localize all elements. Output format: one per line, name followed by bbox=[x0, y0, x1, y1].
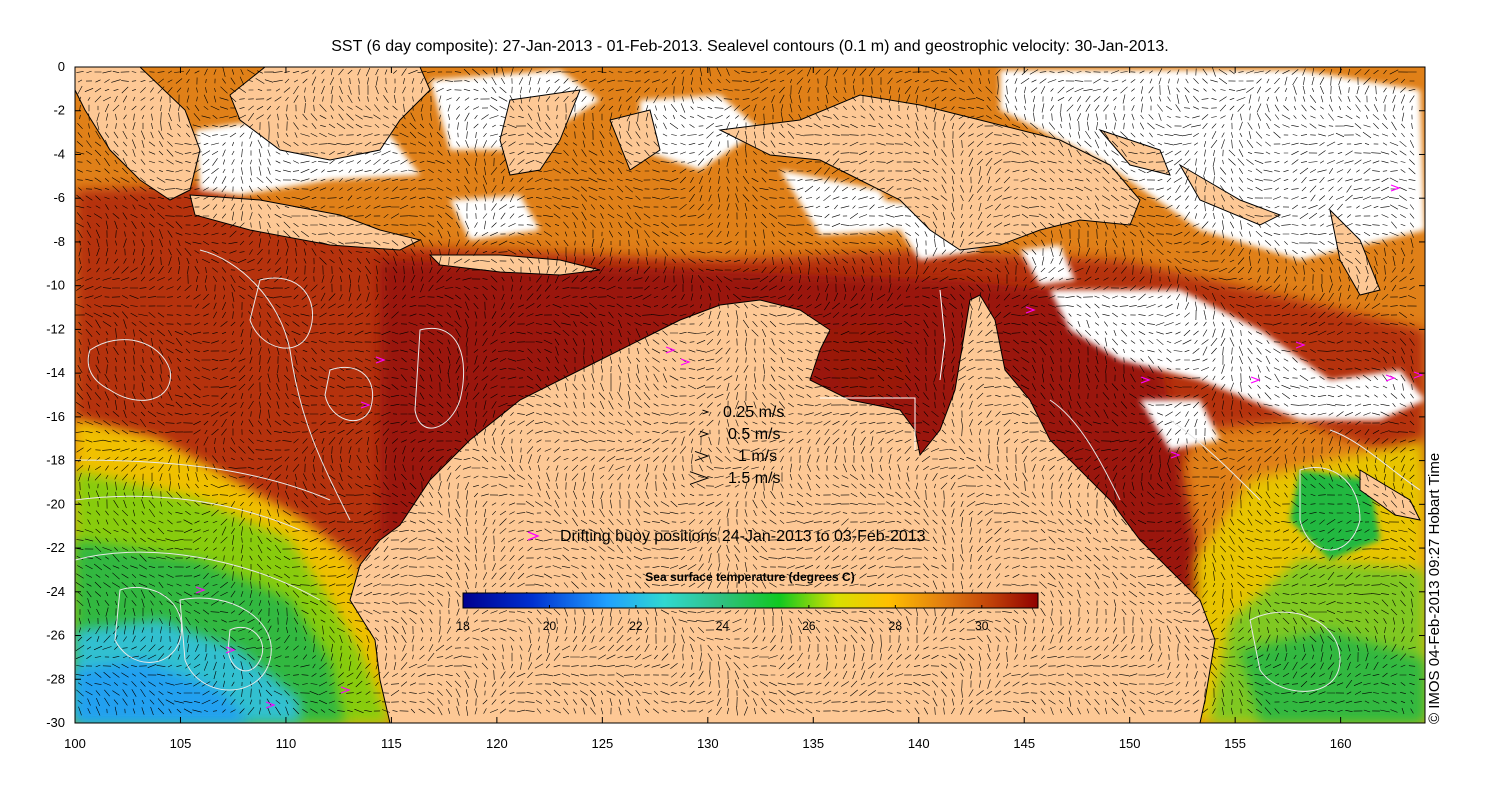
y-tick-label: -6 bbox=[53, 190, 65, 205]
y-tick-label: -30 bbox=[46, 715, 65, 730]
map-title: SST (6 day composite): 27-Jan-2013 - 01-… bbox=[331, 38, 1169, 55]
y-tick-label: -2 bbox=[53, 103, 65, 118]
buoy-marker bbox=[665, 346, 676, 354]
buoy-marker bbox=[340, 686, 351, 694]
x-tick-label: 120 bbox=[486, 736, 508, 751]
y-tick-label: -24 bbox=[46, 584, 65, 599]
buoy-marker bbox=[1390, 184, 1401, 192]
x-tick-label: 125 bbox=[591, 736, 613, 751]
buoy-marker bbox=[680, 358, 691, 366]
buoy-marker bbox=[1140, 376, 1151, 384]
x-tick-label: 100 bbox=[64, 736, 86, 751]
y-tick-label: -12 bbox=[46, 321, 65, 336]
y-tick-label: -26 bbox=[46, 628, 65, 643]
buoy-marker bbox=[1170, 451, 1181, 459]
copyright-credit: © IMOS 04-Feb-2013 09:27 Hobart Time bbox=[1426, 452, 1443, 724]
x-axis: 100 105 110 115 120 125 130 135 140 145 150 155 160 bbox=[64, 67, 1351, 751]
velocity-legend-row: 1 m/s bbox=[694, 448, 777, 465]
map-frame bbox=[74, 66, 1426, 724]
buoy-legend-label: Drifting buoy positions 24-Jan-2013 to 0… bbox=[560, 528, 926, 545]
sealevel-contours bbox=[75, 249, 1421, 692]
buoy-marker bbox=[1385, 374, 1396, 382]
y-tick-label: -10 bbox=[46, 278, 65, 293]
buoy-marker bbox=[1295, 341, 1306, 349]
colorbar-tick-label: 20 bbox=[543, 619, 557, 633]
buoy-marker bbox=[1413, 371, 1424, 379]
velocity-legend-arrow bbox=[694, 450, 710, 462]
buoy-marker bbox=[195, 586, 206, 594]
australia-landmass bbox=[349, 294, 1216, 723]
velocity-legend-arrow bbox=[699, 430, 710, 438]
x-tick-label: 115 bbox=[381, 736, 402, 751]
colorbar-tick-label: 28 bbox=[889, 619, 903, 633]
x-tick-label: 110 bbox=[276, 736, 297, 751]
x-tick-label: 160 bbox=[1330, 736, 1352, 751]
y-tick-label: -16 bbox=[46, 409, 65, 424]
x-tick-label: 155 bbox=[1224, 736, 1246, 751]
drifting-buoy-markers bbox=[195, 184, 1424, 709]
x-tick-label: 145 bbox=[1013, 736, 1035, 751]
velocity-legend-arrow bbox=[702, 409, 710, 415]
velocity-legend-arrow bbox=[689, 471, 710, 485]
x-tick-label: 135 bbox=[802, 736, 824, 751]
y-tick-label: -14 bbox=[46, 365, 65, 380]
y-tick-label: -20 bbox=[46, 496, 65, 511]
colorbar-title: Sea surface temperature (degrees C) bbox=[645, 570, 854, 584]
y-tick-label: -28 bbox=[46, 671, 65, 686]
velocity-legend-row: 1.5 m/s bbox=[689, 470, 780, 487]
x-tick-label: 150 bbox=[1119, 736, 1141, 751]
y-tick-label: -8 bbox=[53, 234, 65, 249]
y-tick-label: -4 bbox=[53, 146, 65, 161]
velocity-legend-row: 0.25 m/s bbox=[702, 404, 784, 421]
x-tick-label: 140 bbox=[908, 736, 930, 751]
x-tick-label: 130 bbox=[697, 736, 719, 751]
velocity-legend: 0.25 m/s 0.5 m/s 1 m/s 1.5 m/s Drifting buo… bbox=[527, 404, 926, 545]
buoy-marker bbox=[360, 401, 371, 409]
colorbar-tick-label: 30 bbox=[975, 619, 989, 633]
buoy-marker bbox=[375, 356, 386, 364]
sst-colorbar: Sea surface temperature (degrees C) 18 20… bbox=[456, 570, 1039, 633]
buoy-marker bbox=[265, 701, 276, 709]
velocity-legend-label: 0.25 m/s bbox=[723, 404, 784, 421]
velocity-legend-label: 0.5 m/s bbox=[728, 426, 780, 443]
velocity-legend-row: 0.5 m/s bbox=[699, 426, 780, 443]
buoy-legend: Drifting buoy positions 24-Jan-2013 to 0… bbox=[527, 528, 926, 545]
colorbar-tick-label: 26 bbox=[802, 619, 816, 633]
colorbar-tick-label: 18 bbox=[456, 619, 470, 633]
buoy-marker bbox=[1025, 306, 1036, 314]
y-tick-label: -22 bbox=[46, 540, 65, 555]
y-axis: 0 -2 -4 -6 -8 -10 -12 -14 -16 -18 -20 -22 -24 -26 -28 -… bbox=[46, 59, 1425, 730]
map-plot-area: 0.25 m/s 0.5 m/s 1 m/s 1.5 m/s Drifting buo… bbox=[75, 67, 1425, 723]
buoy-legend-marker bbox=[527, 531, 540, 541]
colorbar-tick-label: 22 bbox=[629, 619, 643, 633]
velocity-legend-label: 1 m/s bbox=[738, 448, 777, 465]
x-tick-label: 105 bbox=[170, 736, 192, 751]
velocity-legend-label: 1.5 m/s bbox=[728, 470, 780, 487]
buoy-marker bbox=[1250, 376, 1261, 384]
buoy-marker bbox=[225, 646, 236, 654]
y-tick-label: 0 bbox=[58, 59, 65, 74]
colorbar-tick-label: 24 bbox=[716, 619, 730, 633]
y-tick-label: -18 bbox=[46, 453, 65, 468]
new-guinea-landmass bbox=[718, 94, 1141, 251]
